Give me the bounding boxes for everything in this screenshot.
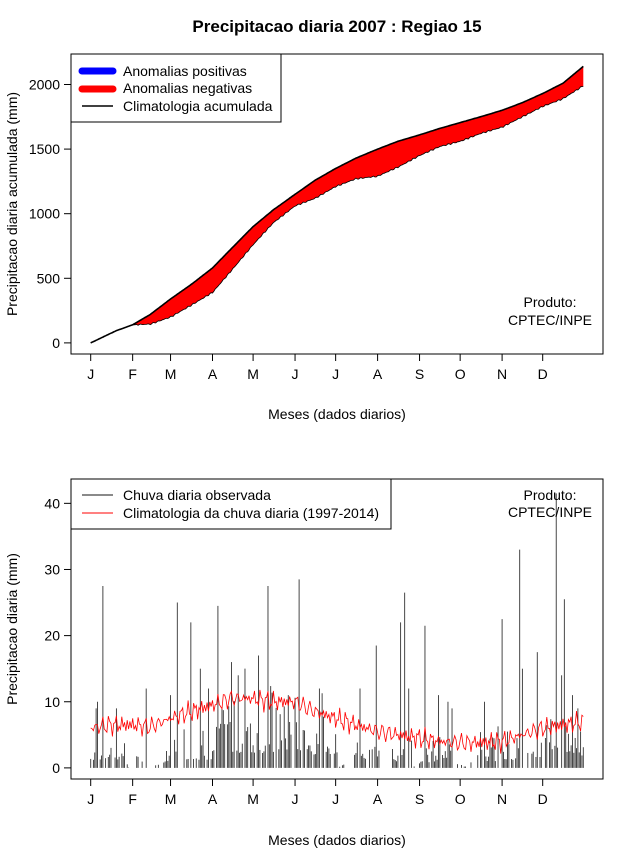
cumulative-x-tick-label: M bbox=[247, 366, 259, 382]
daily-credit-line2: CPTEC/INPE bbox=[508, 504, 592, 520]
daily-y-tick-label: 30 bbox=[44, 561, 60, 577]
daily-y-tick-label: 20 bbox=[44, 628, 60, 644]
cumulative-x-tick-label: N bbox=[497, 366, 507, 382]
cumulative-legend: Anomalias positivas Anomalias negativas … bbox=[70, 53, 282, 123]
cumulative-x-tick-label: D bbox=[538, 366, 548, 382]
daily-x-tick-label: S bbox=[415, 791, 424, 807]
daily-x-tick-label: O bbox=[455, 791, 466, 807]
cumulative-credit-line2: CPTEC/INPE bbox=[508, 312, 592, 328]
cumulative-x-tick-label: F bbox=[128, 366, 137, 382]
daily-legend-box bbox=[70, 478, 392, 530]
daily-x-tick-label: F bbox=[128, 791, 137, 807]
daily-bars-layer bbox=[90, 493, 584, 768]
cumulative-x-tick-label: A bbox=[373, 366, 383, 382]
cumulative-x-tick-label: M bbox=[165, 366, 177, 382]
cumulative-y-axis-label: Precipitacao diaria acumulada (mm) bbox=[4, 92, 20, 316]
anomaly-area-layer bbox=[90, 66, 584, 343]
daily-x-tick-label: D bbox=[538, 791, 548, 807]
observed-cumulative-line bbox=[90, 86, 584, 344]
daily-climatology-layer bbox=[90, 689, 584, 754]
cumulative-y-tick-label: 1000 bbox=[29, 206, 60, 222]
daily-x-tick-label: M bbox=[165, 791, 177, 807]
daily-x-tick-label: N bbox=[497, 791, 507, 807]
figure-title: Precipitacao diaria 2007 : Regiao 15 bbox=[192, 17, 481, 36]
cumulative-x-axis-label: Meses (dados diarios) bbox=[268, 406, 406, 422]
daily-x-tick-label: M bbox=[247, 791, 259, 807]
daily-credit-line1: Produto: bbox=[524, 487, 577, 503]
daily-legend: Chuva diaria observada Climatologia da c… bbox=[70, 478, 392, 530]
daily-x-axis-label: Meses (dados diarios) bbox=[268, 832, 406, 848]
daily-y-axis-label: Precipitacao diaria (mm) bbox=[4, 553, 20, 705]
negative-anomaly-area bbox=[90, 66, 584, 343]
legend-label-negative: Anomalias negativas bbox=[123, 80, 252, 96]
legend-label-climatology: Climatologia acumulada bbox=[123, 98, 273, 114]
cumulative-y-tick-label: 1500 bbox=[29, 141, 60, 157]
cumulative-plot-frame bbox=[70, 53, 604, 355]
climatology-cumulative-line bbox=[90, 65, 584, 344]
cumulative-x-tick-label: O bbox=[455, 366, 466, 382]
daily-x-tick-label: A bbox=[208, 791, 218, 807]
cumulative-y-tick-label: 2000 bbox=[29, 76, 60, 92]
legend-label-observed: Chuva diaria observada bbox=[123, 487, 271, 503]
daily-chart: 0 10 20 30 40 J F M A M J J A S O N D Meses (dados diar… bbox=[4, 478, 604, 848]
cumulative-chart: 0 500 1000 1500 2000 J F M A M J J A S O N D Meses (dad… bbox=[4, 53, 604, 422]
daily-x-tick-label: J bbox=[292, 791, 299, 807]
cumulative-x-tick-label: J bbox=[292, 366, 299, 382]
daily-x-tick-label: A bbox=[373, 791, 383, 807]
cumulative-y-tick-label: 0 bbox=[52, 335, 60, 351]
daily-y-tick-label: 40 bbox=[44, 495, 60, 511]
daily-x-tick-label: J bbox=[87, 791, 94, 807]
daily-x-tick-label: J bbox=[332, 791, 339, 807]
cumulative-x-tick-label: A bbox=[208, 366, 218, 382]
legend-label-positive: Anomalias positivas bbox=[123, 63, 247, 79]
cumulative-y-tick-label: 500 bbox=[37, 270, 61, 286]
daily-y-tick-label: 0 bbox=[52, 760, 60, 776]
cumulative-y-axis: 0 500 1000 1500 2000 bbox=[29, 76, 71, 351]
cumulative-credit-line1: Produto: bbox=[524, 294, 577, 310]
daily-climatology-line bbox=[90, 689, 584, 754]
cumulative-lines-layer bbox=[90, 65, 584, 344]
legend-label-daily-climatology: Climatologia da chuva diaria (1997-2014) bbox=[123, 505, 379, 521]
cumulative-x-tick-label: J bbox=[332, 366, 339, 382]
daily-y-tick-label: 10 bbox=[44, 694, 60, 710]
cumulative-x-tick-label: J bbox=[87, 366, 94, 382]
daily-y-axis: 0 10 20 30 40 bbox=[44, 495, 71, 776]
cumulative-x-tick-label: S bbox=[415, 366, 424, 382]
